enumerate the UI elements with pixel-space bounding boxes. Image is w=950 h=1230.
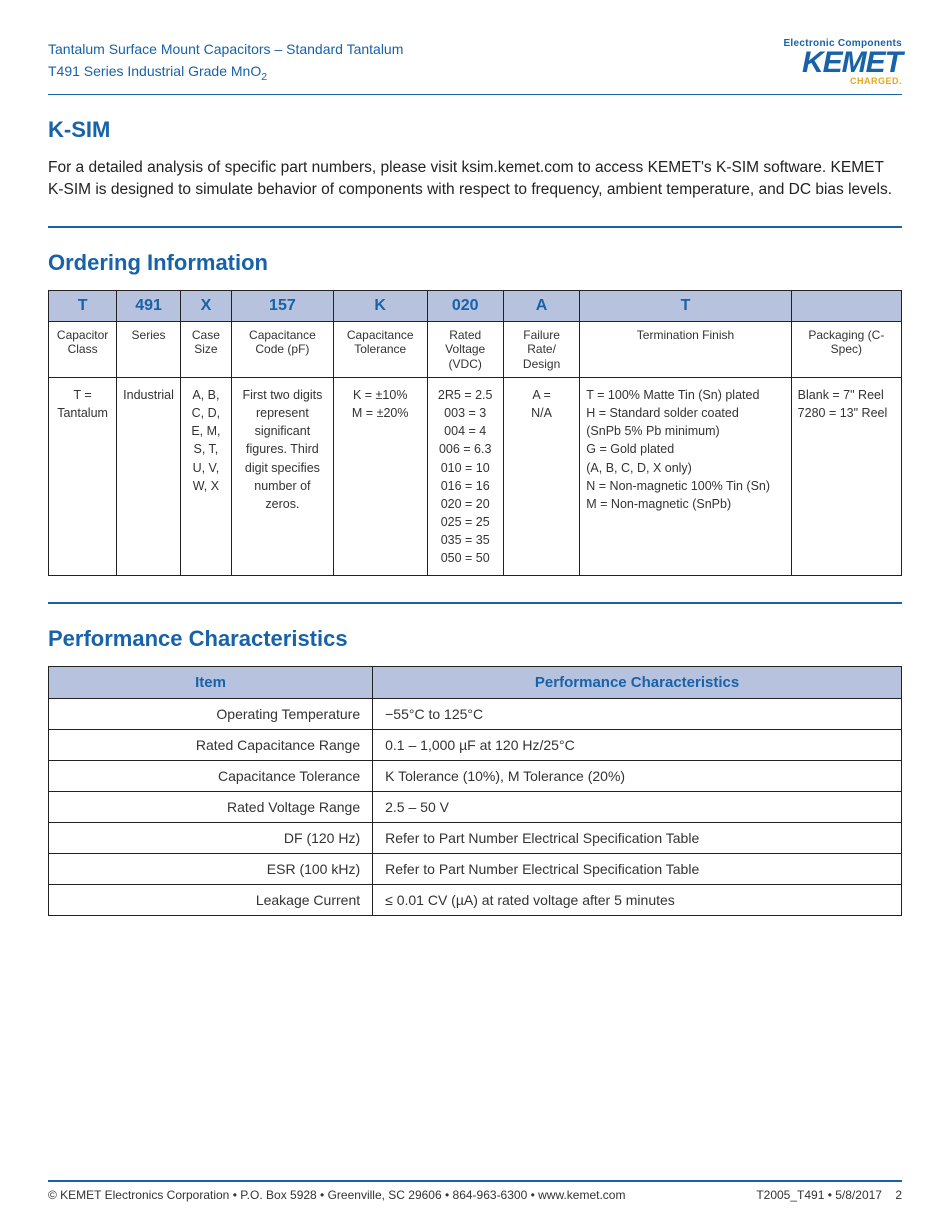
ordering-label-row: Capacitor ClassSeriesCase SizeCapacitanc… <box>49 321 902 377</box>
ordering-label-cell: Case Size <box>180 321 231 377</box>
ordering-value-cell: A = N/A <box>503 378 579 576</box>
ordering-code-cell: 020 <box>427 290 503 321</box>
ordering-value-cell: 2R5 = 2.5 003 = 3 004 = 4 006 = 6.3 010 … <box>427 378 503 576</box>
performance-value-cell: 2.5 – 50 V <box>373 792 902 823</box>
ksim-heading: K-SIM <box>48 117 902 143</box>
ordering-label-cell: Packaging (C-Spec) <box>791 321 901 377</box>
ordering-heading: Ordering Information <box>48 250 902 276</box>
ordering-table: T491X157K020AT Capacitor ClassSeriesCase… <box>48 290 902 576</box>
ordering-value-cell: A, B, C, D, E, M, S, T, U, V, W, X <box>180 378 231 576</box>
ksim-body: For a detailed analysis of specific part… <box>48 157 902 202</box>
page-footer: © KEMET Electronics Corporation • P.O. B… <box>48 1180 902 1202</box>
performance-row: Operating Temperature−55°C to 125°C <box>49 699 902 730</box>
page-header: Tantalum Surface Mount Capacitors – Stan… <box>48 38 902 95</box>
logo-text: KEMET <box>783 49 902 76</box>
performance-row: Capacitance ToleranceK Tolerance (10%), … <box>49 761 902 792</box>
performance-row: Rated Capacitance Range0.1 – 1,000 µF at… <box>49 730 902 761</box>
ordering-code-cell: A <box>503 290 579 321</box>
ordering-value-cell: K = ±10% M = ±20% <box>333 378 427 576</box>
performance-value-cell: Refer to Part Number Electrical Specific… <box>373 854 902 885</box>
performance-row: Leakage Current≤ 0.01 CV (µA) at rated v… <box>49 885 902 916</box>
ordering-value-cell: T = Tantalum <box>49 378 117 576</box>
ordering-code-cell: 157 <box>231 290 333 321</box>
performance-heading: Performance Characteristics <box>48 626 902 652</box>
performance-item-cell: Leakage Current <box>49 885 373 916</box>
kemet-logo: Electronic Components KEMET CHARGED. <box>783 38 902 86</box>
footer-right: T2005_T491 • 5/8/2017 2 <box>756 1188 902 1202</box>
performance-item-cell: DF (120 Hz) <box>49 823 373 854</box>
performance-value-cell: ≤ 0.01 CV (µA) at rated voltage after 5 … <box>373 885 902 916</box>
ordering-label-cell: Capacitance Tolerance <box>333 321 427 377</box>
ordering-code-cell: T <box>580 290 791 321</box>
ordering-code-cell: 491 <box>117 290 181 321</box>
ordering-value-cell: Blank = 7" Reel 7280 = 13" Reel <box>791 378 901 576</box>
ordering-label-cell: Capacitance Code (pF) <box>231 321 333 377</box>
footer-left: © KEMET Electronics Corporation • P.O. B… <box>48 1188 625 1202</box>
ordering-label-cell: Series <box>117 321 181 377</box>
ordering-code-cell: K <box>333 290 427 321</box>
ordering-label-cell: Termination Finish <box>580 321 791 377</box>
performance-table: Item Performance Characteristics Operati… <box>48 666 902 916</box>
header-line2: T491 Series Industrial Grade MnO2 <box>48 60 403 86</box>
performance-item-cell: ESR (100 kHz) <box>49 854 373 885</box>
ordering-label-cell: Capacitor Class <box>49 321 117 377</box>
ordering-label-cell: Failure Rate/ Design <box>503 321 579 377</box>
perf-header-char: Performance Characteristics <box>373 667 902 699</box>
divider <box>48 602 902 604</box>
performance-item-cell: Operating Temperature <box>49 699 373 730</box>
performance-row: ESR (100 kHz)Refer to Part Number Electr… <box>49 854 902 885</box>
performance-value-cell: 0.1 – 1,000 µF at 120 Hz/25°C <box>373 730 902 761</box>
ordering-code-cell <box>791 290 901 321</box>
performance-row: Rated Voltage Range2.5 – 50 V <box>49 792 902 823</box>
ordering-code-cell: X <box>180 290 231 321</box>
header-line1: Tantalum Surface Mount Capacitors – Stan… <box>48 38 403 60</box>
performance-item-cell: Rated Capacitance Range <box>49 730 373 761</box>
ordering-value-cell: Industrial <box>117 378 181 576</box>
performance-item-cell: Rated Voltage Range <box>49 792 373 823</box>
performance-value-cell: −55°C to 125°C <box>373 699 902 730</box>
ordering-value-cell: First two digits represent significant f… <box>231 378 333 576</box>
ordering-code-cell: T <box>49 290 117 321</box>
ordering-values-row: T = TantalumIndustrialA, B, C, D, E, M, … <box>49 378 902 576</box>
ordering-code-row: T491X157K020AT <box>49 290 902 321</box>
perf-header-item: Item <box>49 667 373 699</box>
performance-header-row: Item Performance Characteristics <box>49 667 902 699</box>
ordering-value-cell: T = 100% Matte Tin (Sn) plated H = Stand… <box>580 378 791 576</box>
divider <box>48 226 902 228</box>
performance-row: DF (120 Hz)Refer to Part Number Electric… <box>49 823 902 854</box>
performance-value-cell: Refer to Part Number Electrical Specific… <box>373 823 902 854</box>
ordering-label-cell: Rated Voltage (VDC) <box>427 321 503 377</box>
performance-item-cell: Capacitance Tolerance <box>49 761 373 792</box>
performance-value-cell: K Tolerance (10%), M Tolerance (20%) <box>373 761 902 792</box>
header-title-block: Tantalum Surface Mount Capacitors – Stan… <box>48 38 403 86</box>
